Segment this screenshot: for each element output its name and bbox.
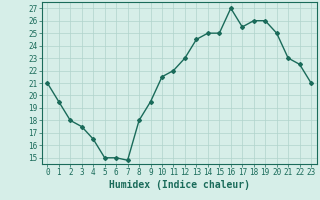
X-axis label: Humidex (Indice chaleur): Humidex (Indice chaleur)	[109, 180, 250, 190]
